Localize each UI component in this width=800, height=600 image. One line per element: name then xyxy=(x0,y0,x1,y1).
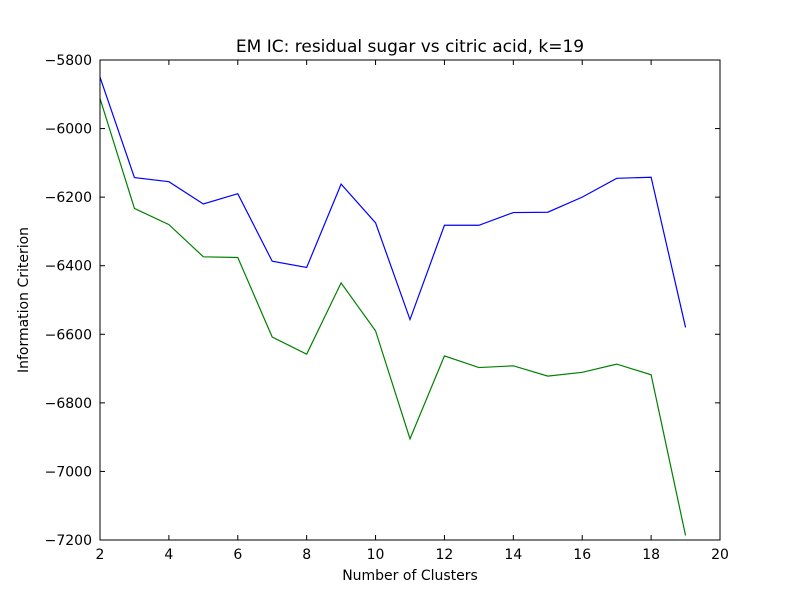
y-axis-label: Information Criterion xyxy=(16,227,32,373)
ticks-layer: 2 4 6 8 10 12 14 16 18 20 −5800 −6000 −6200 −6400 −660… xyxy=(45,53,729,563)
axes-border xyxy=(99,59,721,541)
y-tick-label: −5800 xyxy=(45,53,92,69)
series-line-1 xyxy=(99,76,687,328)
series-layer xyxy=(99,76,687,536)
x-tick-label: 2 xyxy=(96,547,105,563)
x-tick-label: 4 xyxy=(164,547,173,563)
x-tick-label: 20 xyxy=(711,547,729,563)
chart-title: EM IC: residual sugar vs citric acid, k=… xyxy=(236,37,584,57)
x-tick-label: 12 xyxy=(436,547,454,563)
x-tick-label: 16 xyxy=(573,547,591,563)
y-tick-label: −6600 xyxy=(45,327,92,343)
x-tick-label: 8 xyxy=(302,547,311,563)
y-tick-label: −7200 xyxy=(45,533,92,549)
y-tick-label: −6200 xyxy=(45,190,92,206)
x-tick-label: 6 xyxy=(233,547,242,563)
x-tick-label: 14 xyxy=(504,547,522,563)
y-tick-label: −6000 xyxy=(45,122,92,138)
y-tick-label: −7000 xyxy=(45,464,92,480)
x-tick-label: 18 xyxy=(642,547,660,563)
y-tick-label: −6800 xyxy=(45,396,92,412)
series-line-2 xyxy=(99,98,687,536)
x-tick-label: 10 xyxy=(367,547,385,563)
y-tick-label: −6400 xyxy=(45,259,92,275)
plot-area xyxy=(100,60,720,540)
axes-frame xyxy=(99,59,721,541)
x-axis-label: Number of Clusters xyxy=(342,568,478,584)
plot-background xyxy=(100,60,720,540)
